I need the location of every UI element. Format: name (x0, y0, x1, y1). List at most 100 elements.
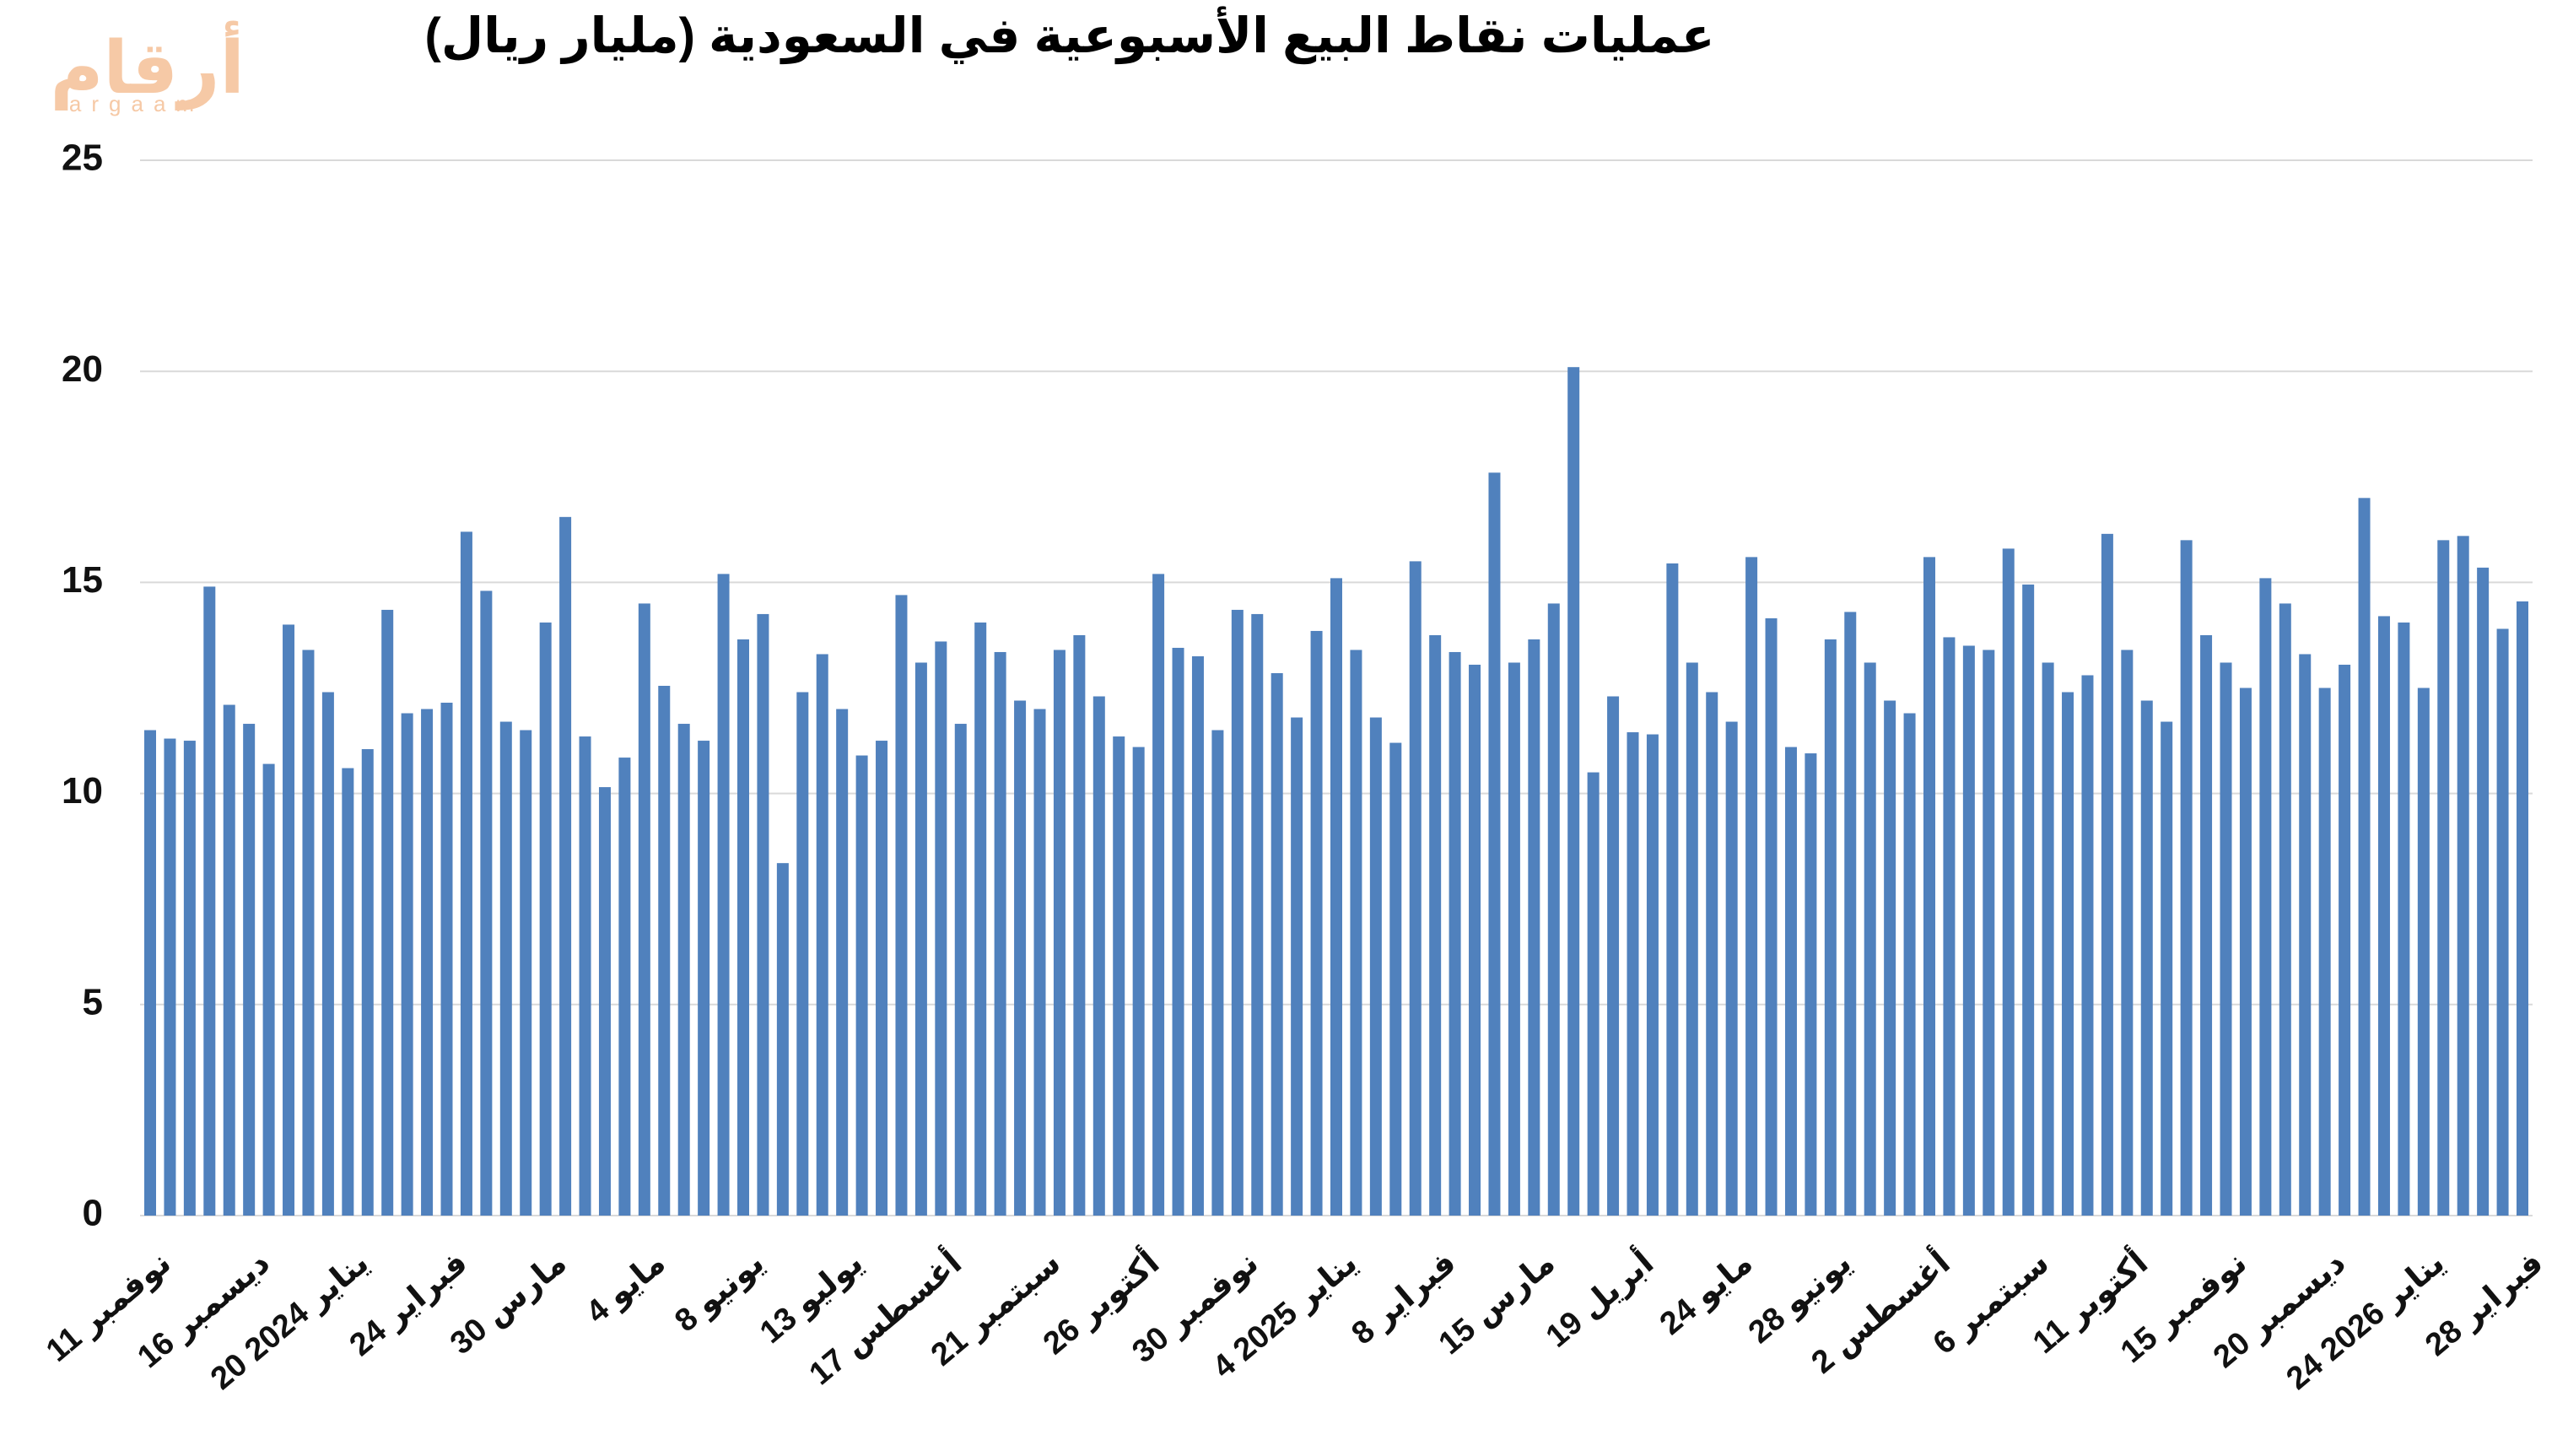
bar (1429, 634, 1442, 1216)
bar (1211, 730, 1224, 1216)
bar (243, 724, 256, 1216)
bar (2477, 567, 2490, 1216)
bar (618, 758, 631, 1216)
bar (1587, 772, 1600, 1216)
bars (144, 367, 2528, 1216)
bar (223, 704, 235, 1216)
x-tick-label: 24 مايو (1654, 1245, 1760, 1342)
bar (2002, 548, 2015, 1216)
bar (1784, 747, 1797, 1216)
bar (1251, 613, 1264, 1216)
bar (737, 639, 749, 1216)
bar (1231, 609, 1244, 1216)
bar (2457, 536, 2469, 1216)
bar (1725, 721, 1738, 1216)
bar (1765, 617, 1778, 1216)
bar (1824, 639, 1837, 1216)
bar (203, 586, 216, 1216)
bar (1469, 664, 1481, 1216)
bar (677, 724, 690, 1216)
bar (2417, 688, 2430, 1216)
bar (2042, 662, 2054, 1216)
bar (658, 685, 671, 1216)
bar (1923, 557, 1935, 1216)
bar (2279, 603, 2291, 1216)
bar (1706, 692, 1718, 1216)
bar (2101, 533, 2113, 1216)
bar (401, 713, 413, 1216)
bar (2358, 498, 2371, 1216)
bar (164, 738, 176, 1216)
chart-title: عمليات نقاط البيع الأسبوعية في السعودية … (425, 6, 1715, 65)
bar (2299, 654, 2312, 1216)
bar (1271, 672, 1283, 1216)
y-tick-label: 20 (62, 348, 103, 390)
bar (1884, 700, 1896, 1216)
bar (994, 651, 1006, 1216)
bar (2398, 622, 2410, 1216)
bar (342, 768, 354, 1216)
bar (2022, 584, 2035, 1216)
bar (855, 755, 868, 1216)
bar (1389, 742, 1402, 1216)
bar (698, 741, 710, 1216)
bar (796, 692, 809, 1216)
bar (2140, 700, 2153, 1216)
bar (1152, 574, 1165, 1216)
x-tick-label: 19 أبريل (1537, 1242, 1661, 1355)
bar (1844, 612, 1857, 1216)
bar (935, 641, 947, 1216)
bar (2220, 662, 2232, 1216)
bar (1627, 732, 1639, 1216)
bar (262, 763, 275, 1216)
bar (1092, 696, 1105, 1216)
bar (499, 721, 512, 1216)
bar (2081, 675, 2094, 1216)
bar (283, 624, 295, 1216)
bar (2121, 650, 2134, 1216)
y-tick-label: 5 (83, 981, 103, 1022)
bar (183, 741, 196, 1216)
bar (1172, 647, 1184, 1216)
bar (1686, 662, 1698, 1216)
bar (2517, 601, 2528, 1216)
bar (1073, 634, 1086, 1216)
bar (539, 622, 552, 1216)
bar (381, 609, 394, 1216)
bar (2062, 692, 2074, 1216)
bar (144, 730, 156, 1216)
bar (2200, 634, 2213, 1216)
bar (1449, 651, 1461, 1216)
bar (1547, 603, 1560, 1216)
bar (2161, 721, 2173, 1216)
bar (559, 516, 572, 1216)
bar (1508, 662, 1520, 1216)
x-tick-label: 4 مايو (580, 1245, 672, 1330)
y-tick-label: 0 (83, 1193, 103, 1234)
bar (638, 603, 650, 1216)
bar (776, 863, 789, 1216)
bar (1864, 662, 1876, 1216)
bar (2496, 628, 2509, 1216)
bar (717, 574, 730, 1216)
bar (480, 590, 493, 1216)
bar (1369, 717, 1382, 1216)
bar (421, 709, 434, 1216)
bar (1666, 563, 1679, 1216)
bar (1903, 713, 1916, 1216)
bar (1528, 639, 1540, 1216)
bar (460, 531, 472, 1216)
bar (1567, 367, 1580, 1216)
bar (2259, 578, 2272, 1216)
bar (757, 613, 769, 1216)
bar (954, 724, 967, 1216)
bar (579, 736, 591, 1216)
bar (1053, 650, 1066, 1216)
bar (1607, 696, 1620, 1216)
y-tick-label: 10 (62, 770, 103, 812)
bar (1033, 709, 1046, 1216)
y-tick-label: 25 (62, 138, 103, 179)
bar (2377, 616, 2390, 1216)
bar (1745, 557, 1758, 1216)
